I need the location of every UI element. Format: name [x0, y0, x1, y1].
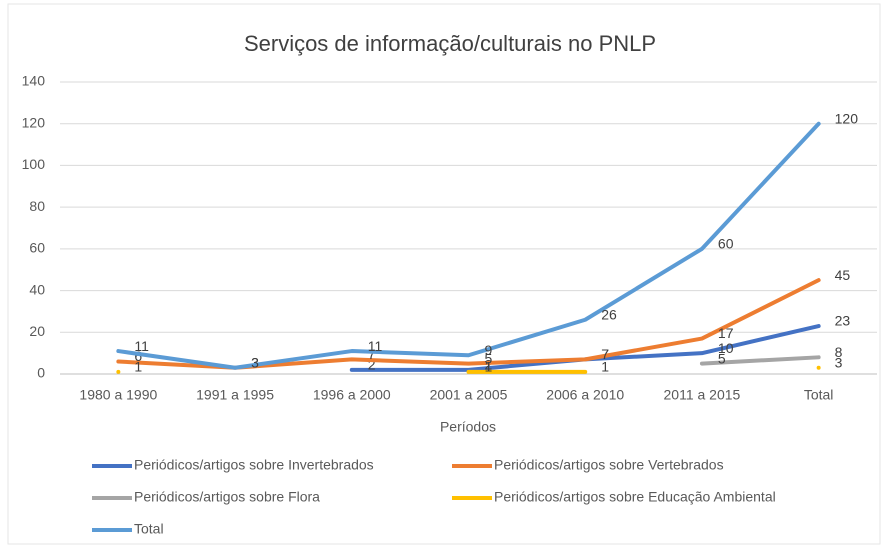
data-label: 5 [485, 350, 493, 366]
legend-label: Periódicos/artigos sobre Invertebrados [134, 457, 374, 473]
x-tick-label: 1991 a 1995 [196, 387, 274, 403]
legend-label: Periódicos/artigos sobre Flora [134, 489, 320, 505]
x-tick-label: 2011 a 2015 [664, 387, 741, 403]
x-tick-label: 1996 a 2000 [313, 387, 391, 403]
data-label: 17 [718, 325, 734, 341]
x-tick-label: 1980 a 1990 [79, 387, 157, 403]
legend-label: Periódicos/artigos sobre Vertebrados [494, 457, 724, 473]
data-label: 26 [601, 306, 617, 322]
y-tick-label: 120 [22, 114, 46, 130]
data-label: 3 [251, 354, 259, 370]
y-tick-label: 40 [29, 281, 45, 297]
data-label: 5 [718, 350, 726, 366]
y-tick-label: 80 [29, 198, 45, 214]
x-tick-label: 2006 a 2010 [546, 387, 624, 403]
data-label: 3 [251, 354, 259, 370]
data-label: 10 [718, 340, 734, 356]
data-label: 1 [601, 359, 609, 375]
data-label: 2 [368, 357, 376, 373]
series-point [816, 365, 821, 370]
data-label: 11 [134, 338, 149, 354]
series-line [116, 121, 821, 370]
data-label: 7 [368, 346, 376, 362]
data-label: 9 [485, 342, 493, 358]
y-tick-label: 100 [22, 156, 46, 172]
data-label: 1 [485, 359, 493, 375]
data-label: 11 [368, 338, 383, 354]
chart-frame [7, 3, 881, 545]
y-tick-label: 20 [29, 323, 45, 339]
chart-title: Serviços de informação/culturais no PNLP [244, 31, 656, 56]
legend-label: Total [134, 521, 164, 537]
x-tick-label: Total [804, 387, 834, 403]
data-label: 23 [835, 313, 851, 329]
data-label: 45 [835, 267, 851, 283]
series-point [116, 369, 121, 374]
data-label: 8 [835, 344, 843, 360]
legend-label: Periódicos/artigos sobre Educação Ambien… [494, 489, 776, 505]
data-label: 6 [134, 348, 142, 364]
data-label: 60 [718, 236, 734, 252]
y-tick-label: 60 [29, 240, 45, 256]
data-label: 3 [835, 354, 843, 370]
x-tick-label: 2001 a 2005 [430, 387, 508, 403]
data-label: 1 [134, 359, 142, 375]
y-tick-label: 0 [37, 365, 45, 381]
series-line [699, 355, 821, 366]
data-label: 120 [835, 110, 859, 126]
y-tick-label: 140 [22, 73, 46, 89]
x-axis-title: Períodos [440, 419, 496, 435]
data-label: 7 [601, 346, 609, 362]
